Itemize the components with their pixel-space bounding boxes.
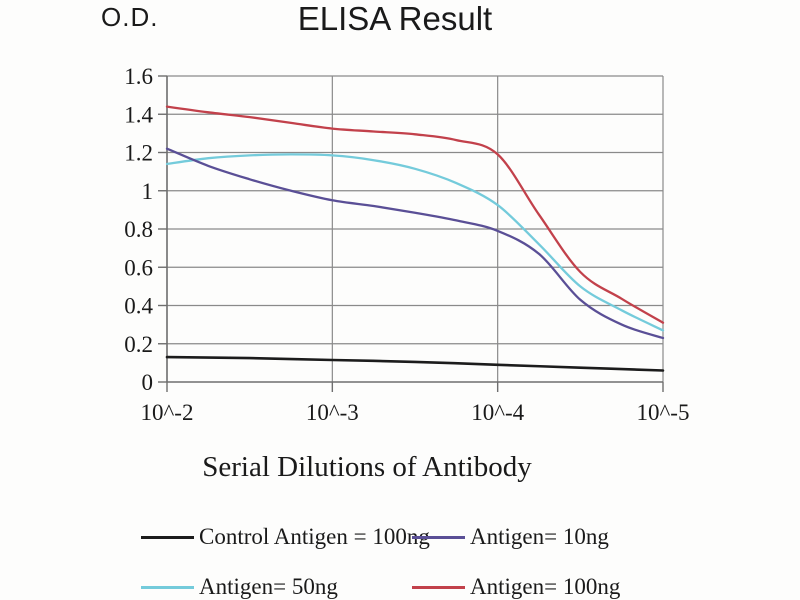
x-tick-label: 10^-5 — [637, 400, 690, 425]
series-curve-1 — [165, 147, 665, 340]
series-curve-2 — [165, 153, 665, 332]
legend-line-antigen-10ng — [412, 535, 465, 539]
chart-title: ELISA Result — [297, 0, 493, 37]
legend-item-antigen-10ng: Antigen= 10ng — [412, 524, 609, 550]
y-axis-unit-label: O.D. — [101, 2, 159, 32]
legend-item-antigen-100ng: Antigen= 100ng — [412, 574, 620, 600]
x-tick-label: 10^-3 — [306, 400, 359, 425]
legend-label-antigen-100ng: Antigen= 100ng — [470, 574, 621, 599]
y-tick-label: 0 — [142, 370, 154, 395]
y-tick-label: 0.2 — [124, 332, 153, 357]
y-tick-label: 1 — [142, 179, 154, 204]
y-tick-label: 1.6 — [124, 64, 153, 89]
y-tick-label: 0.8 — [124, 217, 153, 242]
legend-line-antigen-100ng — [412, 585, 465, 589]
y-tick-label: 1.4 — [124, 102, 153, 127]
x-tick-label: 10^-4 — [471, 400, 524, 425]
series-curve-0 — [165, 355, 665, 372]
legend-line-control-antigen — [141, 535, 194, 539]
legend-label-antigen-10ng: Antigen= 10ng — [470, 524, 609, 549]
legend-label-antigen-50ng: Antigen= 50ng — [199, 574, 338, 599]
legend-item-antigen-50ng: Antigen= 50ng — [141, 574, 338, 600]
legend-label-control-antigen: Control Antigen = 100ng — [199, 524, 430, 549]
series-curve-3 — [165, 105, 665, 324]
y-tick-label: 0.4 — [124, 294, 153, 319]
legend-line-antigen-50ng — [141, 585, 194, 589]
x-axis-title: Serial Dilutions of Antibody — [202, 451, 532, 483]
y-tick-label: 1.2 — [124, 141, 153, 166]
y-tick-label: 0.6 — [124, 255, 153, 280]
legend-item-control-antigen: Control Antigen = 100ng — [141, 524, 430, 550]
x-tick-label: 10^-2 — [141, 400, 194, 425]
